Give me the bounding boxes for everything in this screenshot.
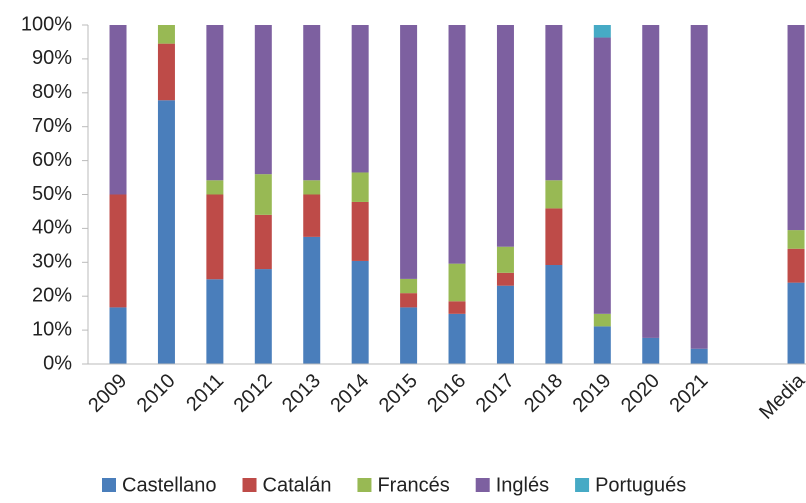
bar-segment (496, 25, 514, 247)
legend-label: Castellano (122, 474, 217, 496)
bar-segment (448, 301, 466, 314)
y-tick-label: 40% (32, 217, 72, 239)
bar-segment (400, 307, 418, 364)
x-tick-label: 2015 (375, 370, 422, 417)
bar-segment (593, 326, 611, 364)
bar-segment (690, 348, 708, 364)
y-tick-label: 80% (32, 81, 72, 103)
y-tick-label: 0% (43, 352, 72, 374)
bar-segment (109, 194, 127, 308)
bar-segment (448, 263, 466, 302)
legend-swatch (357, 478, 372, 492)
bar-segment (109, 307, 127, 364)
bar-segment (593, 313, 611, 327)
bar-segment (254, 25, 272, 175)
bar-segment (351, 201, 369, 261)
bar-segment (206, 194, 224, 280)
bar-segment (400, 25, 418, 279)
bar-segment (642, 337, 660, 364)
bar-segment (206, 180, 224, 195)
bar-segment (642, 25, 660, 338)
bar-segment (496, 272, 514, 286)
y-tick-label: 90% (32, 47, 72, 69)
bar-segment (254, 214, 272, 270)
x-tick-label: 2021 (665, 370, 712, 417)
legend-label: Catalán (263, 474, 332, 496)
legend-swatch (475, 478, 490, 492)
y-tick-label: 50% (32, 183, 72, 205)
bar-segment (206, 25, 224, 181)
bar-segment (303, 194, 321, 237)
bar-segment (303, 180, 321, 195)
bar-segment (496, 285, 514, 364)
bar-segment (787, 25, 805, 231)
x-tick-label: 2018 (520, 370, 567, 417)
y-tick-label: 100% (21, 13, 72, 35)
x-tick-label: 2010 (133, 370, 180, 417)
legend-swatch (102, 478, 116, 492)
bar-segment (787, 282, 805, 364)
legend-label: Francés (377, 474, 449, 496)
bar-segment (254, 269, 272, 364)
bar-segment (593, 37, 611, 314)
bar-segment (351, 260, 369, 364)
bar-segment (351, 172, 369, 202)
bar-segment (787, 248, 805, 283)
bar-segment (690, 25, 708, 349)
x-tick-label: 2019 (569, 370, 616, 417)
x-tick-label: 2013 (278, 370, 325, 417)
x-tick-label: 2014 (326, 370, 373, 417)
bar-segment (157, 100, 175, 365)
bar-segment (109, 25, 127, 195)
bar-segment (254, 174, 272, 215)
legend-label: Portugués (595, 474, 686, 496)
x-tick-label: 2016 (423, 370, 470, 417)
x-tick-label: 2009 (84, 370, 131, 417)
x-tick-label: 2011 (182, 370, 228, 416)
bar-segment (303, 25, 321, 181)
bar-segment (157, 43, 175, 101)
y-tick-label: 70% (32, 115, 72, 137)
bar-segment (496, 246, 514, 273)
bar-segment (545, 265, 563, 364)
x-tick-label: 2020 (617, 370, 664, 417)
bar-segment (400, 293, 418, 308)
y-tick-label: 20% (32, 284, 72, 306)
bar-segment (545, 180, 563, 209)
bar-segment (448, 25, 466, 264)
legend-swatch (242, 478, 257, 492)
bar-segment (303, 236, 321, 364)
y-tick-label: 60% (32, 149, 72, 171)
bar-segment (545, 25, 563, 181)
x-tick-label: 2012 (230, 370, 277, 417)
bar-segment (400, 278, 418, 294)
bar-segment (206, 279, 224, 364)
bar-segment (448, 313, 466, 364)
y-tick-label: 30% (32, 251, 72, 273)
y-tick-label: 10% (32, 318, 72, 340)
legend-swatch (575, 478, 590, 492)
bar-segment (157, 25, 175, 44)
x-tick-label: 2017 (472, 370, 519, 417)
legend-label: Inglés (496, 474, 549, 496)
bar-segment (351, 25, 369, 173)
bar-segment (787, 230, 805, 249)
bar-segment (593, 25, 611, 38)
bar-segment (545, 208, 563, 266)
x-tick-label: Media (755, 369, 806, 424)
